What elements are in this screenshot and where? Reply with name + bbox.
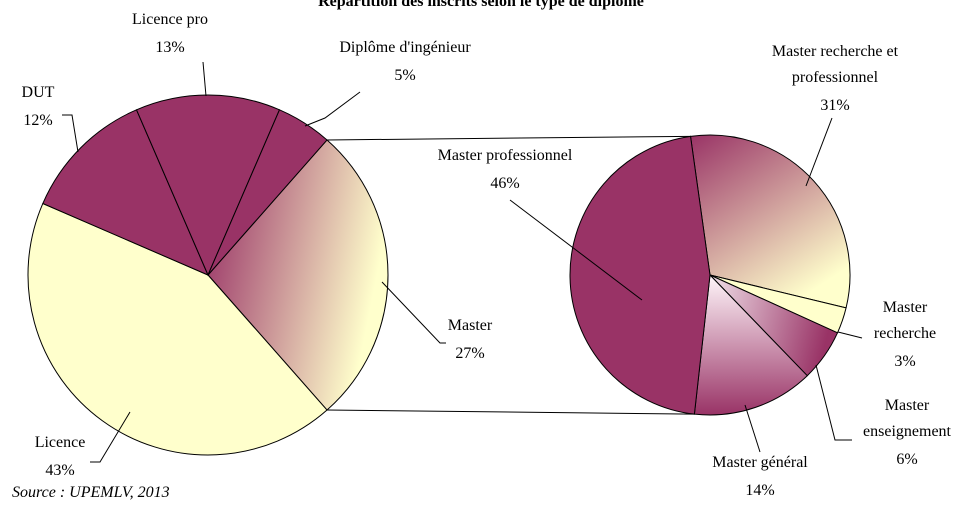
slice-value: 5% bbox=[394, 67, 415, 84]
leader-line bbox=[202, 61, 207, 97]
slice-label: Master professionnel bbox=[438, 147, 573, 164]
leader-line bbox=[381, 281, 446, 344]
slice-label: enseignement bbox=[863, 423, 952, 440]
leader-line bbox=[304, 91, 361, 127]
slice-value: 31% bbox=[820, 97, 849, 114]
pie-slice bbox=[207, 109, 328, 276]
leader-line bbox=[62, 114, 79, 153]
slice-label: recherche bbox=[874, 325, 936, 342]
leader-line bbox=[815, 364, 852, 441]
slice-label: DUT bbox=[22, 84, 55, 101]
pie-slice bbox=[135, 94, 281, 277]
slice-value: 3% bbox=[894, 353, 915, 370]
slice-label: Master bbox=[883, 299, 928, 316]
leader-line bbox=[805, 117, 833, 187]
slice-value: 43% bbox=[45, 462, 74, 479]
chart-title: Répartition des inscrits selon le type d… bbox=[318, 0, 644, 10]
pie-slice bbox=[689, 134, 851, 309]
leader-line bbox=[509, 199, 643, 301]
slice-value: 12% bbox=[23, 112, 52, 129]
pie-slice bbox=[569, 135, 711, 415]
slice-label: Master bbox=[448, 317, 493, 334]
slice-label: Licence pro bbox=[132, 11, 208, 28]
slice-label: Licence bbox=[35, 434, 86, 451]
slice-label: Master bbox=[885, 397, 930, 414]
connector-line bbox=[327, 409, 695, 415]
slice-value: 46% bbox=[490, 175, 519, 192]
leader-line bbox=[837, 331, 863, 339]
pie-slice bbox=[207, 139, 389, 411]
pie-slice bbox=[27, 202, 328, 456]
source: Source : UPEMLV, 2013 bbox=[12, 484, 170, 501]
pie-slice bbox=[693, 273, 808, 416]
slice-value: 14% bbox=[745, 482, 774, 499]
slice-label: professionnel bbox=[792, 69, 879, 86]
slice-label: Master général bbox=[712, 454, 808, 471]
leader-line bbox=[744, 404, 761, 453]
slice-value: 6% bbox=[896, 451, 917, 468]
slice-value: 27% bbox=[455, 345, 484, 362]
pie-slice bbox=[42, 109, 209, 276]
slice-value: 13% bbox=[155, 39, 184, 56]
slice-label: Diplôme d'ingénieur bbox=[339, 39, 471, 56]
connector-line bbox=[327, 135, 691, 141]
slice-label: Master recherche et bbox=[772, 43, 899, 60]
leader-line bbox=[90, 411, 131, 463]
